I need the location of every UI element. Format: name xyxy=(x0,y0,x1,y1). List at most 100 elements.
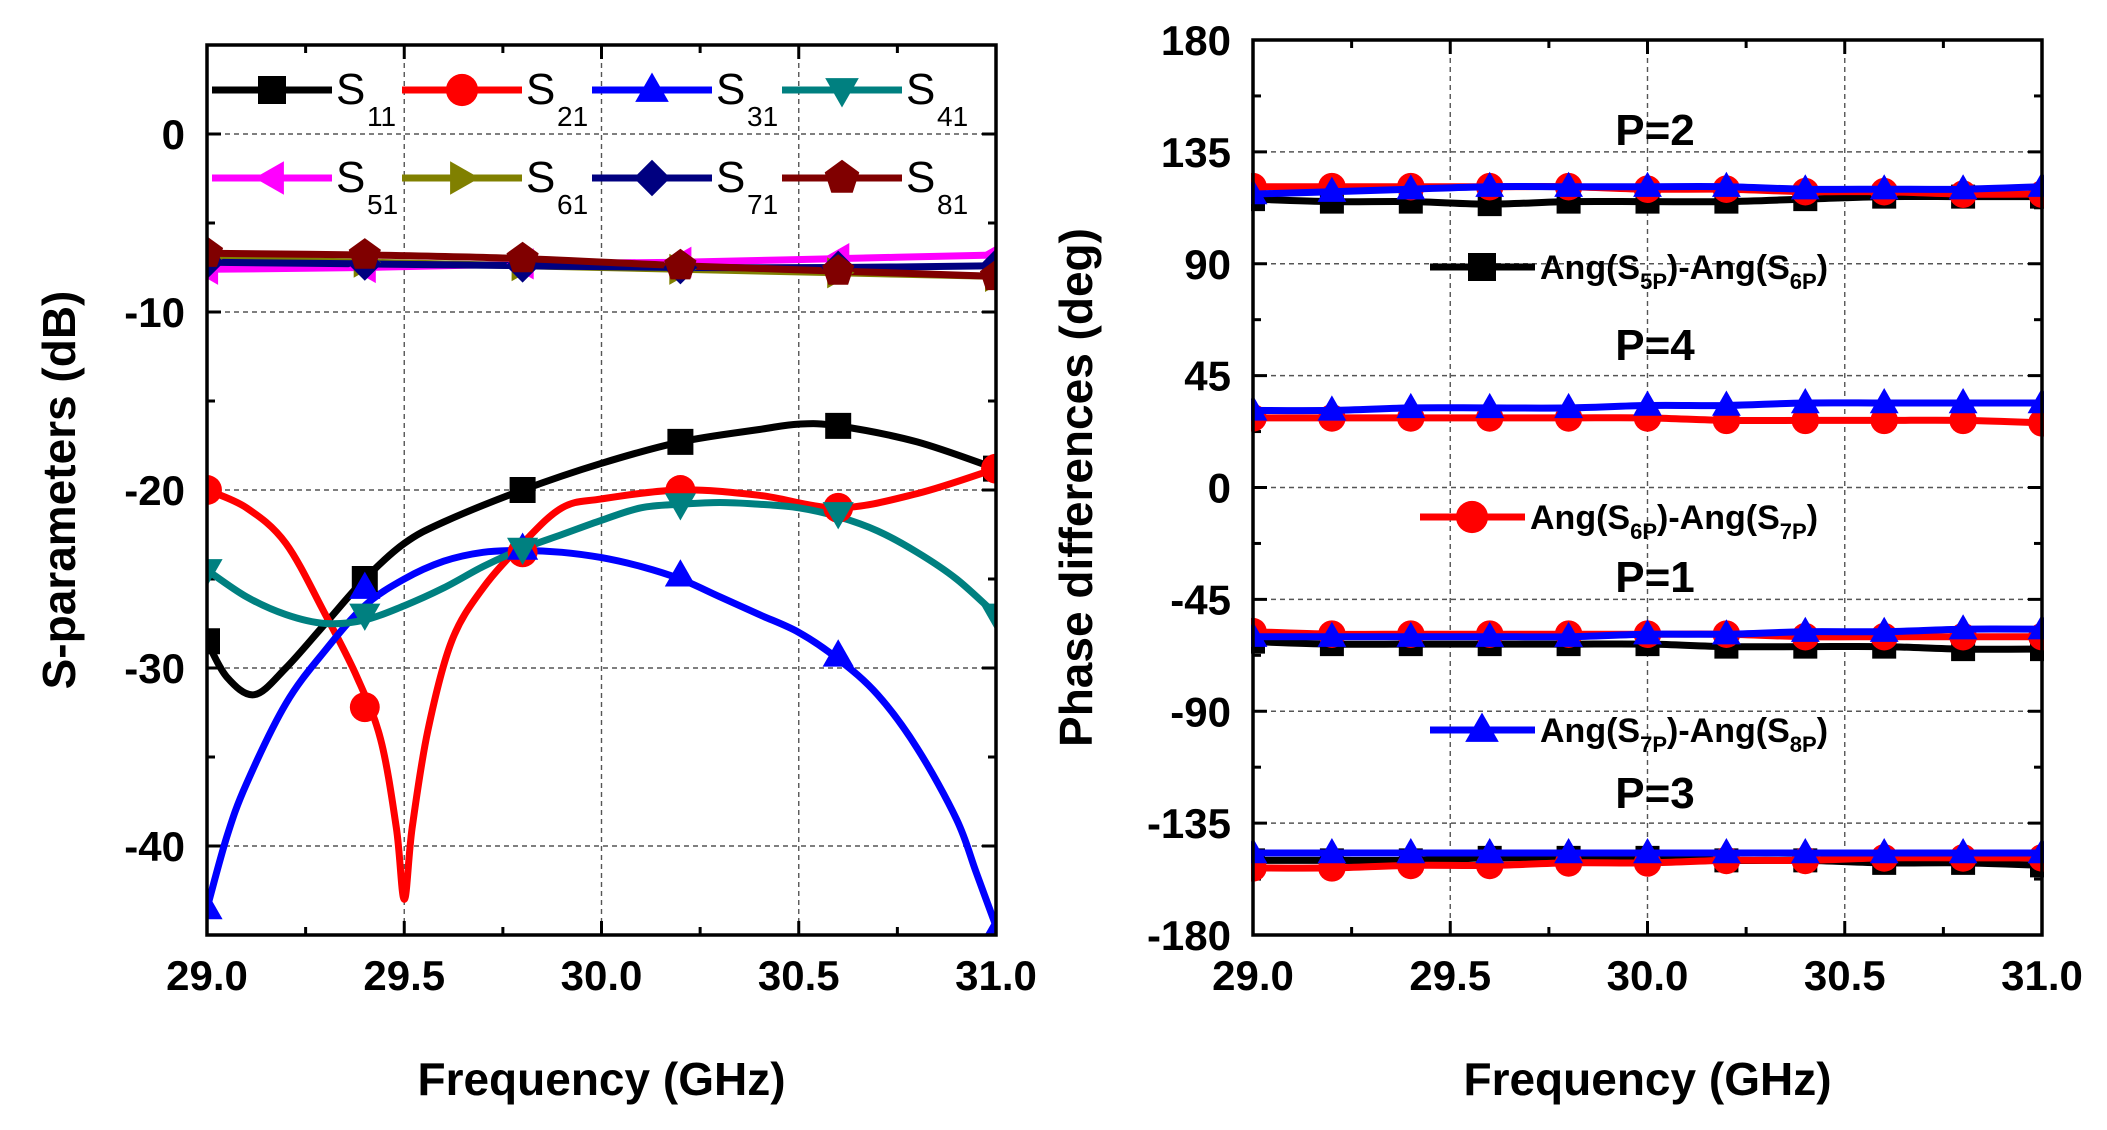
marker-S81 xyxy=(979,259,996,291)
phase-marker xyxy=(2028,409,2044,437)
series-line-S31 xyxy=(207,547,996,928)
x-tick-label: 29.0 xyxy=(166,952,248,999)
legend-label: Ang(S6P)-Ang(S7P) xyxy=(1530,499,1818,544)
marker-S21 xyxy=(207,475,222,505)
y-tick-label: -180 xyxy=(1147,912,1231,959)
legend-sub-S81: 81 xyxy=(937,189,968,220)
legend-marker-S21 xyxy=(445,73,479,107)
legend-subscript: 7P xyxy=(1640,732,1667,757)
legend-text-part: Ang(S xyxy=(1540,712,1640,750)
group-label: P=3 xyxy=(1615,769,1695,818)
legend-text-part: Ang(S xyxy=(1540,249,1640,287)
legend-marker-S11 xyxy=(258,76,286,104)
phase-marker xyxy=(1317,395,1347,421)
group-label: P=4 xyxy=(1615,321,1695,370)
legend-text-part: ) xyxy=(1817,712,1828,750)
legend-text-part: )-Ang(S xyxy=(1657,499,1780,537)
y-tick-label: -135 xyxy=(1147,800,1231,847)
legend-text-part: Ang(S xyxy=(1530,499,1630,537)
marker-S31 xyxy=(664,559,696,587)
legend-subscript: 8P xyxy=(1790,732,1817,757)
plot-frame xyxy=(205,43,998,937)
marker-S31 xyxy=(207,892,223,920)
x-tick-label: 30.0 xyxy=(561,952,643,999)
marker-S81 xyxy=(506,241,539,273)
y-tick-label: -30 xyxy=(124,645,185,692)
legend-marker-S51 xyxy=(254,161,284,195)
series-line-S41 xyxy=(207,499,996,628)
marker-S31 xyxy=(349,571,381,599)
legend-label-S71: S xyxy=(716,153,745,202)
legend-entry: Ang(S6P)-Ang(S7P) xyxy=(1420,499,1818,544)
legend-marker xyxy=(1468,253,1496,281)
phase-marker xyxy=(1475,838,1505,864)
y-tick-label: -45 xyxy=(1170,576,1231,623)
legend-label-S41: S xyxy=(906,65,935,114)
marker-S11 xyxy=(207,628,220,655)
phase-marker xyxy=(1712,838,1741,864)
phase-marker xyxy=(2027,838,2044,864)
phase-marker xyxy=(1633,171,1662,197)
y-tick-label: -20 xyxy=(124,467,185,514)
phase-marker xyxy=(1790,174,1820,200)
legend-label-S31: S xyxy=(716,65,745,114)
marker-S11 xyxy=(509,477,536,503)
phase-marker xyxy=(1317,838,1347,864)
legend-label-S21: S xyxy=(526,65,555,114)
legend-marker-S61 xyxy=(450,161,480,195)
legend-marker-S81 xyxy=(824,159,860,193)
y-tick-label: 135 xyxy=(1161,129,1231,176)
legend-marker-S31 xyxy=(635,72,669,102)
marker-S41 xyxy=(664,493,696,521)
legend-sub-S71: 71 xyxy=(747,189,778,220)
y-tick-label: 45 xyxy=(1184,353,1231,400)
x-tick-label: 31.0 xyxy=(2001,952,2083,999)
legend-sub-S41: 41 xyxy=(937,101,968,132)
group-label: P=1 xyxy=(1615,553,1695,602)
x-axis-title: Frequency (GHz) xyxy=(417,1053,785,1105)
x-axis-title: Frequency (GHz) xyxy=(1463,1053,1831,1105)
marker-S41 xyxy=(507,537,539,565)
marker-S31 xyxy=(822,639,854,667)
legend-marker xyxy=(1455,500,1489,534)
y-tick-label: 0 xyxy=(162,111,185,158)
phase-marker xyxy=(1948,388,1978,414)
phase-marker xyxy=(1251,179,1268,205)
phase-marker xyxy=(1396,838,1426,864)
s-parameters-chart: 29.0 29.5 30.0 30.5 31.00-10-20-30-40S11S21S… xyxy=(33,43,1037,1105)
legend-sub-S21: 21 xyxy=(557,101,588,132)
phase-marker xyxy=(1948,838,1978,864)
phase-marker xyxy=(1949,406,1977,435)
x-tick-label: 31.0 xyxy=(955,952,1037,999)
x-tick-label: 29.0 xyxy=(1212,952,1294,999)
phase-marker xyxy=(1633,619,1662,645)
legend-marker xyxy=(1465,712,1499,742)
x-tick-label: 29.5 xyxy=(363,952,445,999)
phase-marker xyxy=(2027,171,2044,197)
phase-marker xyxy=(1475,621,1505,647)
phase-marker xyxy=(1869,616,1899,642)
legend-subscript: 5P xyxy=(1640,269,1667,294)
series-line-S71 xyxy=(207,258,996,272)
y-tick-label: 90 xyxy=(1184,241,1231,288)
phase-marker xyxy=(1251,621,1268,647)
y-axis-title: Phase differences (deg) xyxy=(1050,228,1102,747)
grid xyxy=(207,45,996,935)
phase-marker xyxy=(2027,614,2044,640)
legend-sub-S51: 51 xyxy=(367,189,398,220)
legend-subscript: 6P xyxy=(1630,519,1657,544)
phase-differences-chart: 29.0 29.5 30.0 30.5 31.0 180 135 90 45 0 -45 -90 -13… xyxy=(1050,17,2083,1105)
y-tick-label: 0 xyxy=(1208,465,1231,512)
legend-marker-S41 xyxy=(825,78,859,108)
phase-marker xyxy=(1475,171,1505,197)
phase-marker xyxy=(1869,388,1899,414)
y-tick-label: -10 xyxy=(124,289,185,336)
marker-S21 xyxy=(981,453,996,484)
legend-subscript: 6P xyxy=(1790,269,1817,294)
x-tick-label: 30.0 xyxy=(1607,952,1689,999)
phase-marker xyxy=(2027,388,2044,414)
phase-marker xyxy=(1396,621,1426,647)
phase-marker xyxy=(1712,619,1741,645)
